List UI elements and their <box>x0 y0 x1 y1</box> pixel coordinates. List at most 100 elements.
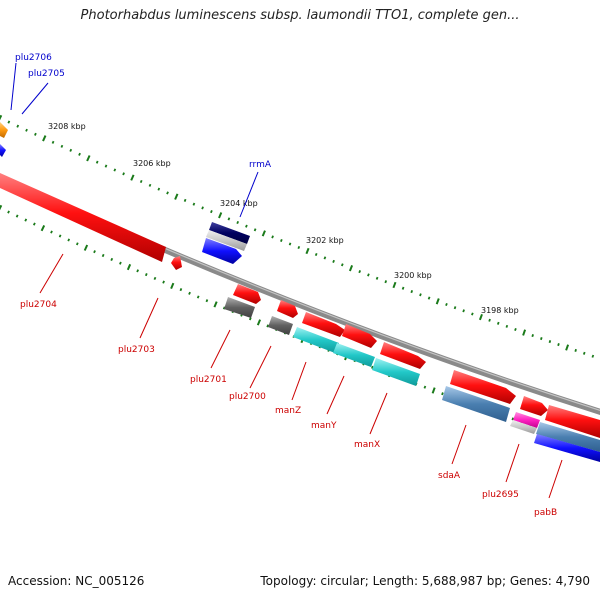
gene-plu2701[interactable] <box>224 297 255 318</box>
minor-tick <box>60 144 64 148</box>
minor-tick <box>75 242 79 246</box>
major-tick <box>348 265 354 272</box>
minor-tick <box>78 152 81 156</box>
minor-tick <box>271 235 274 239</box>
gene-manZ[interactable] <box>293 327 339 353</box>
gene-label-manZ[interactable]: manZ <box>275 406 301 416</box>
minor-tick <box>314 252 318 257</box>
minor-tick <box>101 253 105 258</box>
minor-tick <box>51 140 55 144</box>
minor-tick <box>144 273 148 277</box>
minor-tick <box>122 172 125 176</box>
minor-tick <box>445 302 448 307</box>
gene-label-pabB[interactable]: pabB <box>534 508 557 518</box>
minor-tick <box>148 183 152 187</box>
minor-tick <box>32 222 36 226</box>
minor-tick <box>288 242 292 246</box>
minor-tick <box>511 417 515 421</box>
kbp-label-3202: 3202 kbp <box>306 236 344 245</box>
gene-plu2701-red[interactable] <box>233 284 261 304</box>
minor-tick <box>245 224 248 228</box>
gene-plu2700-red[interactable] <box>277 300 298 318</box>
major-tick <box>40 224 46 232</box>
label-leader-lines <box>10 62 563 499</box>
gene-label-plu2703[interactable]: plu2703 <box>118 345 155 355</box>
minor-tick <box>419 293 422 297</box>
minor-tick <box>514 327 517 332</box>
minor-tick <box>427 296 431 300</box>
minor-tick <box>25 128 28 132</box>
major-tick <box>86 155 91 162</box>
major-tick <box>218 212 223 219</box>
gene-label-plu2695[interactable]: plu2695 <box>482 490 519 500</box>
minor-tick <box>205 299 209 303</box>
kbp-label-3206: 3206 kbp <box>133 159 171 168</box>
minor-tick <box>113 168 117 172</box>
minor-tick <box>196 295 200 299</box>
kbp-label-3198: 3198 kbp <box>481 306 519 315</box>
reverse-features <box>0 173 600 462</box>
minor-tick <box>166 191 169 195</box>
gene-plu2703[interactable] <box>171 256 182 270</box>
minor-tick <box>157 187 161 191</box>
minor-tick <box>423 385 427 389</box>
major-tick <box>522 329 527 336</box>
minor-tick <box>119 261 122 265</box>
gene-plu2695[interactable] <box>510 420 537 434</box>
kbp-labels: 3208 kbp 3206 kbp 3204 kbp 3202 kbp 3200… <box>48 122 519 315</box>
gene-sdaA[interactable] <box>442 386 510 422</box>
gene-plu2704[interactable] <box>0 173 166 262</box>
minor-tick <box>50 230 53 234</box>
gene-plu2700[interactable] <box>268 316 293 335</box>
gene-manX-red[interactable] <box>380 342 426 369</box>
minor-tick <box>95 160 99 164</box>
gene-manY[interactable] <box>333 343 375 367</box>
gene-plu2695-red[interactable] <box>520 396 548 416</box>
gene-pabB[interactable] <box>534 434 600 462</box>
minor-tick <box>410 289 414 294</box>
gene-manZ-red[interactable] <box>302 312 345 337</box>
feature-rrmA-dark[interactable] <box>209 222 250 244</box>
gene-label-plu2701[interactable]: plu2701 <box>190 375 227 385</box>
gene-label-plu2704[interactable]: plu2704 <box>20 300 57 310</box>
minor-tick <box>7 210 10 214</box>
gene-plu2705[interactable] <box>0 144 6 157</box>
major-tick <box>174 193 179 200</box>
minor-tick <box>332 259 335 263</box>
map-title: Photorhabdus luminescens subsp. laumondi… <box>80 8 520 23</box>
minor-tick <box>253 228 257 232</box>
minor-tick <box>358 270 362 274</box>
gene-sdaA-red[interactable] <box>450 370 516 404</box>
major-tick <box>213 301 218 308</box>
gene-pabB-red[interactable] <box>545 405 600 438</box>
gene-manY-red[interactable] <box>342 324 377 348</box>
gene-label-manY[interactable]: manY <box>311 421 337 431</box>
gene-label-rrmA[interactable]: rrmA <box>249 160 272 170</box>
gene-label-sdaA[interactable]: sdaA <box>438 471 461 481</box>
gene-plu2695-magenta[interactable] <box>513 412 540 428</box>
gene-manX[interactable] <box>372 358 420 386</box>
gene-pabB-steel[interactable] <box>536 422 600 452</box>
gene-labels: plu2706 plu2705 rrmA plu2704 plu2703 plu… <box>15 53 557 518</box>
gene-label-manX[interactable]: manX <box>354 440 380 450</box>
minor-tick <box>441 392 444 396</box>
gene-label-plu2705[interactable]: plu2705 <box>28 69 65 79</box>
minor-tick <box>201 206 204 210</box>
minor-tick <box>139 179 143 184</box>
minor-tick <box>34 132 37 136</box>
major-tick <box>431 387 436 394</box>
gene-rrmA[interactable] <box>202 238 242 264</box>
minor-tick <box>280 238 283 243</box>
minor-tick <box>7 120 11 124</box>
gene-label-plu2700[interactable]: plu2700 <box>229 392 266 402</box>
feature-rrmA-light[interactable] <box>206 230 247 251</box>
gene-label-plu2706[interactable]: plu2706 <box>15 53 52 63</box>
major-tick <box>256 319 262 326</box>
minor-tick <box>582 351 586 355</box>
minor-tick <box>222 306 226 310</box>
minor-tick <box>462 309 465 313</box>
minor-tick <box>488 318 491 322</box>
gene-plu2706[interactable] <box>0 122 8 138</box>
minor-tick <box>297 245 301 250</box>
minor-tick <box>24 218 28 222</box>
